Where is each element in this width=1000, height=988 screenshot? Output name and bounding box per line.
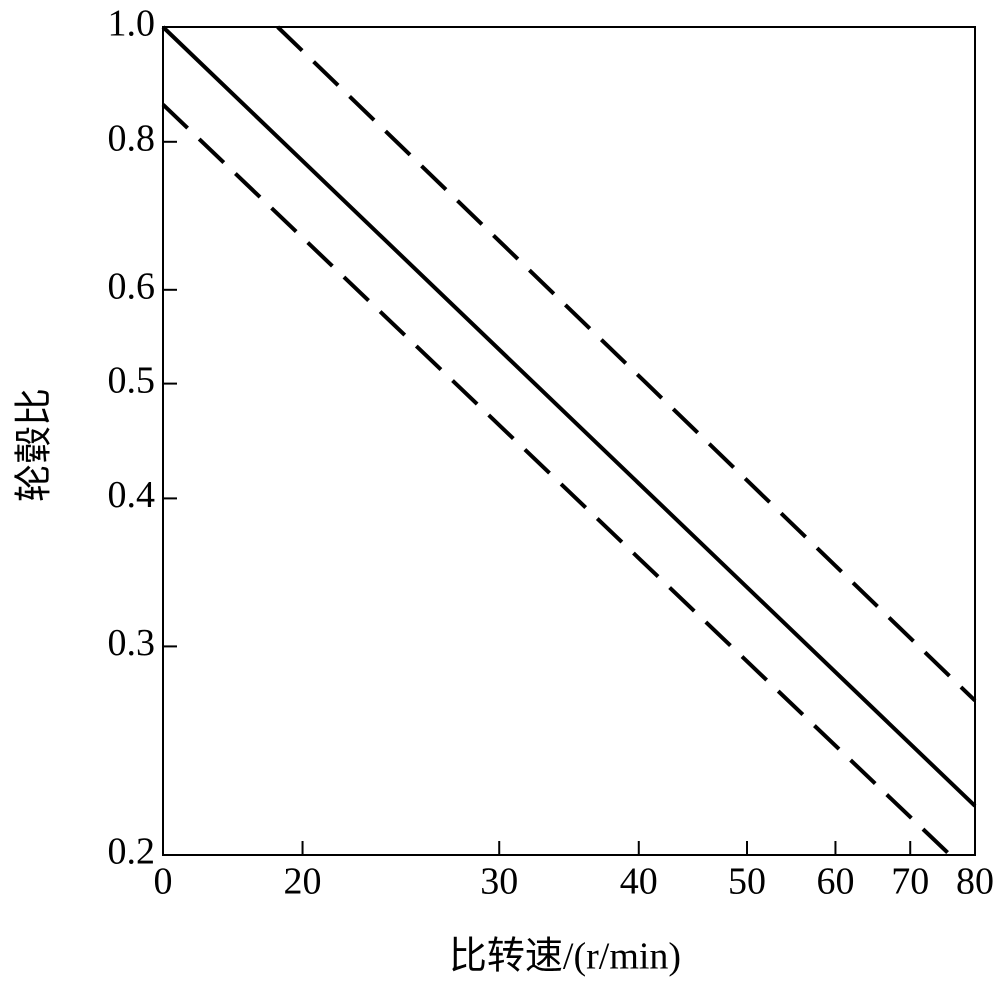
- y-tick-label: 0.8: [108, 118, 156, 160]
- y-axis-label: 轮毂比: [14, 388, 56, 502]
- line-series: [276, 25, 977, 703]
- x-axis-label: 比转速/(r/min): [449, 936, 681, 978]
- y-tick-label: 0.6: [108, 266, 156, 308]
- plot-frame: [162, 26, 976, 856]
- x-tick-label: 30: [480, 861, 518, 903]
- line-series: [161, 25, 977, 808]
- y-tick-label: 1.0: [108, 3, 156, 45]
- x-tick-label: 70: [891, 861, 929, 903]
- x-tick-label: 60: [816, 861, 854, 903]
- y-tick-label: 0.5: [108, 359, 156, 401]
- x-tick-label: 80: [956, 861, 994, 903]
- y-tick-label: 0.4: [108, 474, 156, 516]
- line-series: [161, 103, 952, 857]
- x-tick-label: 40: [620, 861, 658, 903]
- y-tick-label: 0.2: [108, 831, 156, 873]
- x-tick-label: 20: [284, 861, 322, 903]
- x-tick-label: 0: [154, 861, 173, 903]
- y-tick-label: 0.3: [108, 622, 156, 664]
- x-tick-label: 50: [728, 861, 766, 903]
